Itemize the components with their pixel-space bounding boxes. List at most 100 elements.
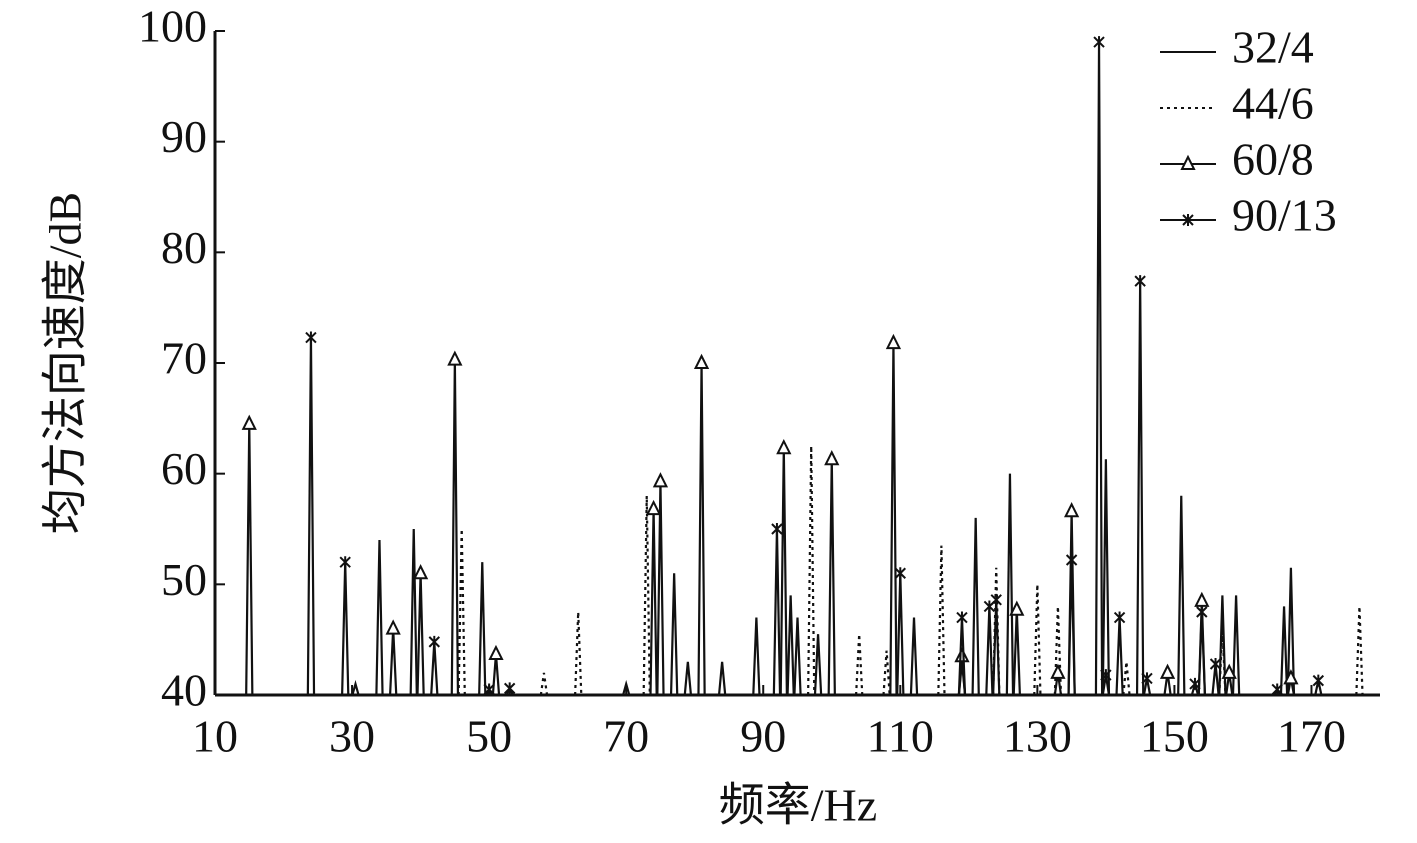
spike bbox=[1122, 661, 1131, 696]
point-marker bbox=[956, 611, 968, 624]
spike bbox=[772, 528, 782, 696]
legend-label: 60/8 bbox=[1232, 134, 1314, 185]
y-tick-label: 40 bbox=[161, 665, 207, 716]
y-tick-label: 90 bbox=[161, 111, 207, 162]
point-marker bbox=[339, 556, 351, 569]
point-marker bbox=[1113, 611, 1126, 624]
x-tick-label: 150 bbox=[1140, 711, 1209, 762]
spike bbox=[889, 343, 898, 696]
spike bbox=[882, 650, 891, 696]
point-marker bbox=[1134, 275, 1146, 288]
point-marker bbox=[1283, 669, 1299, 685]
spike bbox=[574, 611, 583, 696]
spike bbox=[416, 573, 425, 696]
spike bbox=[649, 509, 658, 696]
spike bbox=[697, 362, 706, 696]
point-marker bbox=[954, 647, 970, 663]
point-marker bbox=[385, 619, 401, 635]
point-marker bbox=[412, 564, 429, 580]
spike bbox=[1135, 281, 1145, 696]
spike bbox=[1033, 584, 1042, 696]
spike bbox=[813, 634, 823, 696]
point-marker bbox=[1141, 672, 1153, 685]
spike bbox=[1218, 628, 1227, 696]
point-marker bbox=[894, 567, 907, 580]
point-marker bbox=[1065, 553, 1078, 566]
spike bbox=[909, 617, 919, 696]
spike bbox=[971, 517, 980, 696]
spike bbox=[896, 573, 905, 696]
spike bbox=[642, 495, 651, 696]
spike bbox=[985, 606, 994, 696]
legend-label: 90/13 bbox=[1232, 190, 1337, 241]
spike bbox=[752, 617, 761, 696]
spike bbox=[409, 528, 418, 696]
spike bbox=[245, 423, 254, 696]
legend-label: 32/4 bbox=[1232, 22, 1314, 73]
spike bbox=[1197, 611, 1207, 696]
spike bbox=[1286, 567, 1296, 696]
spike bbox=[807, 445, 816, 696]
point-marker bbox=[428, 635, 441, 648]
point-marker bbox=[1050, 663, 1066, 679]
spike bbox=[457, 528, 466, 696]
spike bbox=[854, 634, 864, 696]
x-tick-label: 30 bbox=[329, 711, 375, 762]
spike bbox=[717, 661, 727, 696]
y-axis-label: 均方法向速度/dB bbox=[40, 192, 91, 534]
legend-marker bbox=[1180, 154, 1196, 170]
spike bbox=[1094, 42, 1104, 696]
y-tick-label: 100 bbox=[138, 1, 207, 52]
spike bbox=[779, 448, 788, 696]
x-axis-label: 频率/Hz bbox=[719, 780, 877, 831]
point-marker bbox=[1194, 591, 1210, 607]
spike bbox=[1101, 459, 1111, 696]
spike bbox=[341, 562, 350, 696]
spike bbox=[388, 628, 398, 696]
x-tick-label: 10 bbox=[192, 711, 238, 762]
point-marker bbox=[1221, 663, 1237, 679]
point-marker bbox=[885, 333, 902, 350]
point-marker bbox=[771, 523, 783, 535]
point-marker bbox=[1271, 683, 1283, 696]
point-marker bbox=[483, 683, 495, 696]
spike bbox=[1279, 606, 1289, 696]
point-marker bbox=[1196, 606, 1208, 618]
point-marker bbox=[776, 438, 792, 455]
point-marker bbox=[1093, 36, 1105, 49]
legend-marker bbox=[1182, 214, 1194, 226]
spike bbox=[1005, 473, 1015, 696]
spike bbox=[669, 573, 679, 696]
spike bbox=[539, 672, 549, 696]
x-tick-label: 90 bbox=[740, 711, 786, 762]
point-marker bbox=[1312, 674, 1325, 687]
y-tick-label: 80 bbox=[161, 222, 207, 273]
spike bbox=[375, 540, 384, 696]
spike bbox=[683, 661, 693, 696]
spike bbox=[1115, 617, 1124, 696]
y-tick-label: 70 bbox=[161, 333, 207, 384]
point-marker bbox=[1063, 502, 1080, 518]
spike bbox=[306, 337, 316, 696]
spike bbox=[786, 595, 795, 696]
x-tick-label: 50 bbox=[466, 711, 512, 762]
x-tick-label: 130 bbox=[1003, 711, 1072, 762]
spike bbox=[351, 679, 360, 696]
point-marker bbox=[1100, 669, 1112, 682]
point-marker bbox=[503, 682, 516, 695]
spike bbox=[450, 359, 460, 696]
spike bbox=[1231, 595, 1241, 696]
y-tick-label: 50 bbox=[161, 554, 207, 605]
point-marker bbox=[305, 331, 317, 344]
spike bbox=[1012, 609, 1021, 696]
point-marker bbox=[824, 450, 840, 466]
x-tick-label: 170 bbox=[1277, 711, 1346, 762]
spike bbox=[1177, 495, 1186, 696]
spike bbox=[1355, 606, 1364, 696]
spike bbox=[937, 545, 946, 696]
point-marker bbox=[645, 499, 662, 516]
spike bbox=[430, 641, 439, 696]
spike bbox=[1053, 606, 1063, 696]
spike bbox=[478, 562, 487, 696]
